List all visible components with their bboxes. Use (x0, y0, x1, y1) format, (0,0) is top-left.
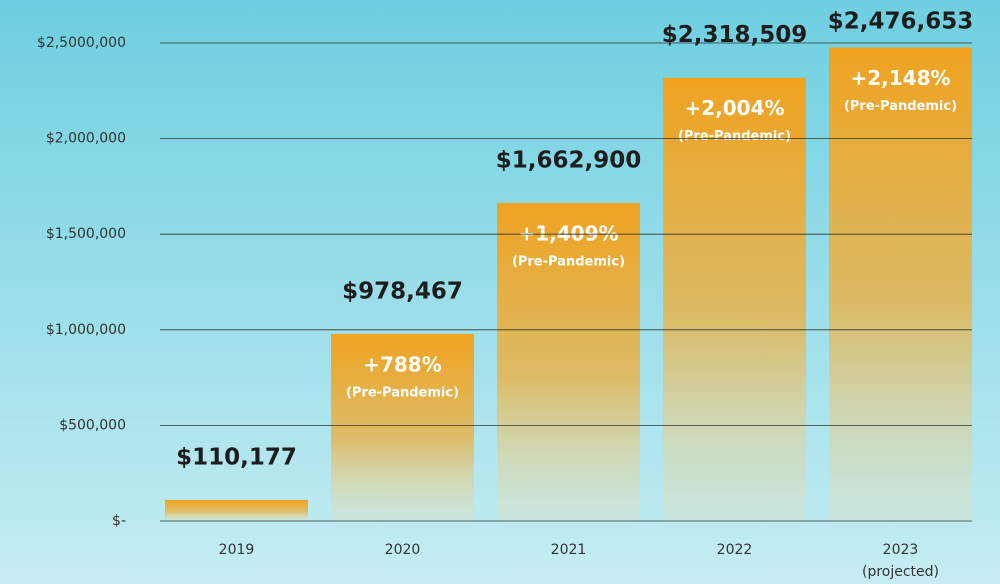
x-tick-label: 2023 (883, 542, 919, 558)
value-label: $110,177 (176, 444, 297, 470)
bar (497, 203, 640, 521)
bar (829, 47, 972, 521)
annotation: +1,409% (518, 222, 618, 246)
y-tick-label: $2,5000,000 (37, 35, 126, 51)
value-label: $1,662,900 (496, 148, 642, 174)
annotation-sub: (Pre-Pandemic) (844, 99, 957, 114)
annotation-sub: (Pre-Pandemic) (346, 385, 459, 400)
y-tick-label: $500,000 (59, 417, 126, 433)
bar (663, 77, 806, 521)
annotation: +2,148% (850, 66, 950, 90)
bar (165, 499, 308, 521)
value-label: $2,476,653 (828, 9, 974, 35)
annotation-sub: (Pre-Pandemic) (512, 255, 625, 270)
x-tick-label: 2019 (219, 542, 255, 558)
x-tick-label: 2020 (385, 542, 421, 558)
y-tick-label: $1,500,000 (46, 226, 126, 242)
annotation: +788% (363, 352, 442, 376)
bar (331, 333, 474, 521)
x-tick-note: (projected) (862, 564, 939, 580)
annotation: +2,004% (684, 96, 784, 120)
x-tick-label: 2022 (717, 542, 753, 558)
value-label: $2,318,509 (662, 22, 808, 48)
x-tick-label: 2021 (551, 542, 587, 558)
y-tick-label: $1,000,000 (46, 322, 126, 338)
annotation-sub: (Pre-Pandemic) (678, 129, 791, 144)
value-label: $978,467 (342, 278, 463, 304)
y-tick-label: $2,000,000 (46, 131, 126, 147)
y-tick-label: $- (112, 513, 126, 529)
